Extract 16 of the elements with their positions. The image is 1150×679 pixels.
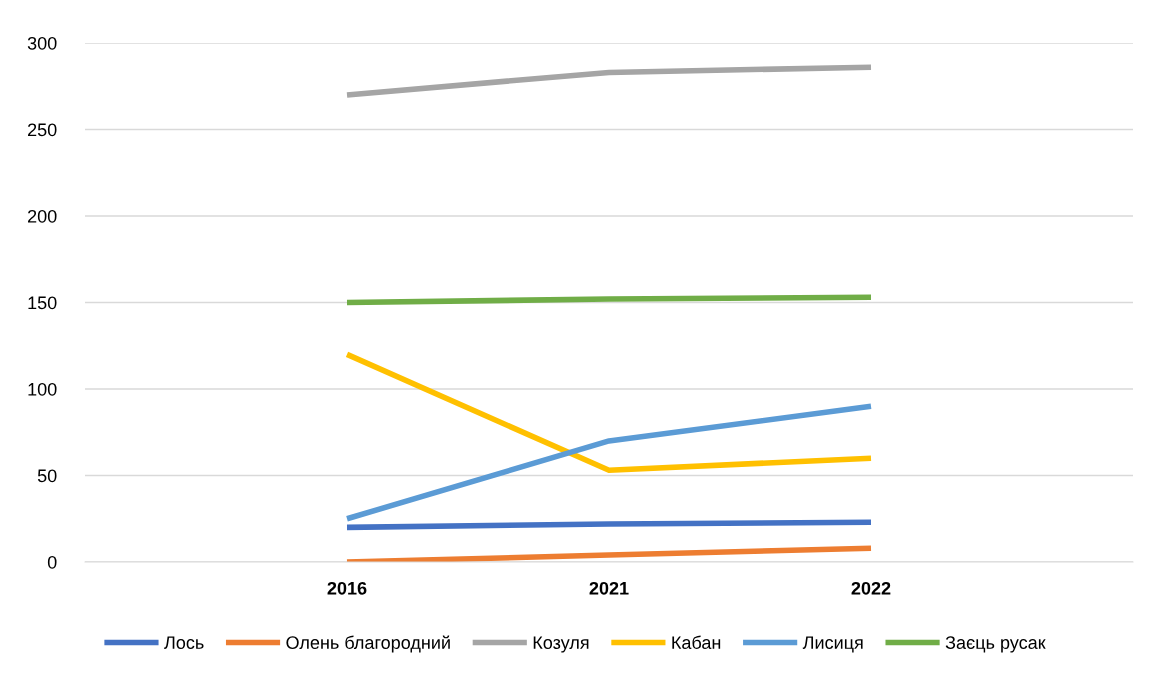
y-tick-label: 0 xyxy=(47,555,57,569)
legend-label: Лисиця xyxy=(802,636,863,653)
y-tick-label: 100 xyxy=(28,382,57,396)
x-tick-label: 2016 xyxy=(327,581,367,595)
legend-label: Заєць русак xyxy=(945,636,1046,653)
x-tick-label: 2021 xyxy=(589,581,629,595)
y-tick-label: 300 xyxy=(27,36,57,50)
y-tick-label: 200 xyxy=(28,209,57,223)
legend-label: Лось xyxy=(164,636,204,649)
y-tick-label: 250 xyxy=(28,123,57,137)
legend-label: Кабан xyxy=(672,635,721,649)
legend-label: Козуля xyxy=(533,636,589,653)
legend-label: Олень благородний xyxy=(286,635,450,653)
x-tick-label: 2022 xyxy=(851,581,891,595)
y-tick-label: 50 xyxy=(37,469,57,483)
y-tick-label: 150 xyxy=(28,296,57,310)
